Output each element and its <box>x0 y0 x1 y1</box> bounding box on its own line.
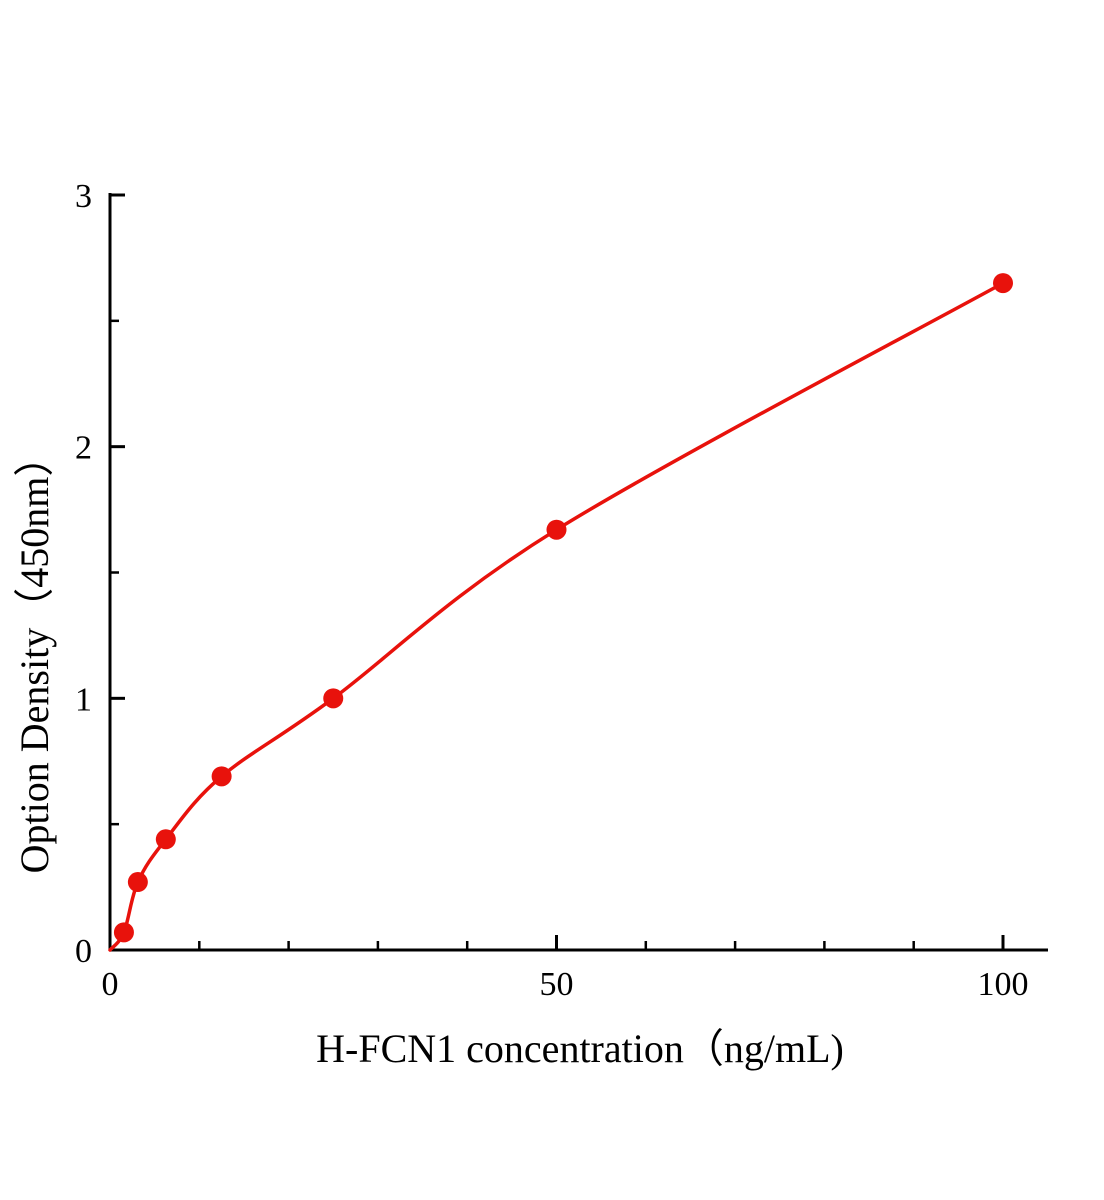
x-tick-labels: 0 50 100 <box>102 966 1029 1003</box>
data-point <box>113 922 134 943</box>
x-tick-label: 0 <box>102 966 119 1003</box>
data-point <box>155 829 176 850</box>
data-point <box>127 872 148 893</box>
data-point <box>993 273 1013 294</box>
y-tick-label: 0 <box>75 933 92 970</box>
fit-curve <box>108 281 1005 952</box>
data-point <box>211 766 232 787</box>
x-minor-ticks <box>198 941 915 950</box>
data-point <box>546 519 567 540</box>
y-axis-title: Option Density（450nm） <box>12 437 57 874</box>
y-tick-label: 1 <box>75 681 92 718</box>
y-minor-ticks <box>110 319 119 826</box>
y-tick-label: 3 <box>75 178 92 215</box>
data-point <box>323 688 344 709</box>
data-points <box>113 273 1013 943</box>
x-tick-label: 100 <box>978 966 1029 1003</box>
y-tick-labels: 0 1 2 3 <box>75 178 92 970</box>
x-major-ticks <box>108 935 1005 950</box>
y-tick-label: 2 <box>75 430 92 467</box>
x-axis-title: H-FCN1 concentration（ng/mL) <box>316 1026 844 1071</box>
y-major-ticks <box>110 193 125 952</box>
x-tick-label: 50 <box>540 966 574 1003</box>
axes <box>108 193 1048 952</box>
